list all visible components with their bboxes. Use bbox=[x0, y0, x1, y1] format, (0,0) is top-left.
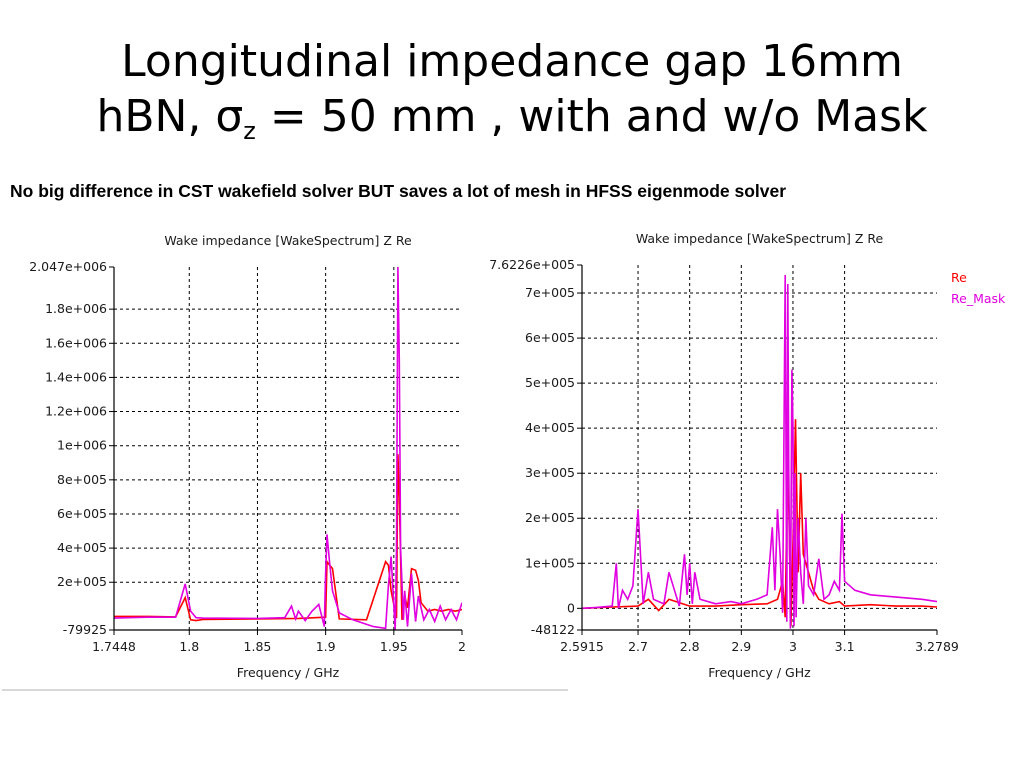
chart2-x-tick-label: 2.8 bbox=[680, 639, 700, 654]
chart2-x-label: Frequency / GHz bbox=[708, 665, 811, 680]
chart-right: Wake impedance [WakeSpectrum] Z Re -48122… bbox=[489, 231, 1006, 680]
chart2-x-tick-label: 2.9 bbox=[731, 639, 751, 654]
slide-subtitle: No big difference in CST wakefield solve… bbox=[10, 181, 787, 201]
chart2-title: Wake impedance [WakeSpectrum] Z Re bbox=[636, 231, 884, 246]
title-line2-subscript: z bbox=[243, 117, 256, 145]
chart2-y-tick-label: 6e+005 bbox=[525, 330, 575, 345]
chart1-title: Wake impedance [WakeSpectrum] Z Re bbox=[164, 233, 412, 248]
chart2-x-tick-label: 3 bbox=[789, 639, 797, 654]
divider-line bbox=[2, 689, 568, 691]
chart2-y-tick-label: 5e+005 bbox=[525, 375, 575, 390]
chart2-series-re-mask bbox=[582, 274, 937, 629]
chart2-y-tick-label: 7.6226e+005 bbox=[489, 257, 575, 272]
chart2-y-tick-label: 7e+005 bbox=[525, 285, 575, 300]
chart2-y-tick-label: 3e+005 bbox=[525, 465, 575, 480]
chart1-y-tick-label: 8e+005 bbox=[57, 472, 107, 487]
chart-left: Wake impedance [WakeSpectrum] Z Re -79925… bbox=[29, 233, 466, 680]
chart1-y-tick-label: 4e+005 bbox=[57, 540, 107, 555]
chart1-x-label: Frequency / GHz bbox=[237, 665, 340, 680]
chart1-series-re-mask bbox=[114, 267, 462, 630]
chart1-y-tick-label: 1e+006 bbox=[57, 438, 107, 453]
chart1-y-tick-label: 1.4e+006 bbox=[45, 369, 107, 384]
chart2-y-tick-label: 4e+005 bbox=[525, 420, 575, 435]
chart2-x-tick-label: 2.7 bbox=[628, 639, 648, 654]
chart2-x-tick-label: 2.5915 bbox=[560, 639, 604, 654]
chart1-x-tick-label: 1.7448 bbox=[92, 639, 136, 654]
chart1-y-tick-label: 1.2e+006 bbox=[45, 404, 107, 419]
chart1-y-tick-label: 2e+005 bbox=[57, 574, 107, 589]
chart1-y-tick-label: -79925 bbox=[63, 622, 107, 637]
slide-title-line1: Longitudinal impedance gap 16mm bbox=[121, 36, 903, 87]
chart1-x-tick-label: 2 bbox=[458, 639, 466, 654]
chart2-legend-re-mask: Re_Mask bbox=[951, 291, 1006, 306]
chart1-x-tick-label: 1.95 bbox=[380, 639, 408, 654]
title-line2-prefix: hBN, σ bbox=[96, 91, 244, 142]
chart2-y-tick-label: 0 bbox=[567, 600, 575, 615]
chart1-series-re bbox=[114, 454, 462, 622]
chart2-y-tick-label: 1e+005 bbox=[525, 555, 575, 570]
chart2-x-tick-label: 3.1 bbox=[835, 639, 855, 654]
chart1-y-tick-label: 1.6e+006 bbox=[45, 335, 107, 350]
chart2-y-tick-label: 2e+005 bbox=[525, 510, 575, 525]
chart1-x-tick-label: 1.85 bbox=[244, 639, 272, 654]
slide-title: Longitudinal impedance gap 16mm hBN, σz … bbox=[0, 34, 1024, 159]
chart2-y-tick-label: -48122 bbox=[531, 622, 575, 637]
slide-title-line2: hBN, σz = 50 mm , with and w/o Mask bbox=[0, 89, 1024, 159]
chart2-legend-re: Re bbox=[951, 270, 967, 285]
chart1-y-tick-label: 6e+005 bbox=[57, 506, 107, 521]
chart1-x-tick-label: 1.9 bbox=[316, 639, 336, 654]
chart1-x-tick-label: 1.8 bbox=[179, 639, 199, 654]
title-line2-suffix: = 50 mm , with and w/o Mask bbox=[255, 91, 928, 142]
chart1-y-tick-label: 2.047e+006 bbox=[29, 259, 107, 274]
chart1-y-tick-label: 1.8e+006 bbox=[45, 301, 107, 316]
chart2-x-tick-label: 3.2789 bbox=[915, 639, 959, 654]
